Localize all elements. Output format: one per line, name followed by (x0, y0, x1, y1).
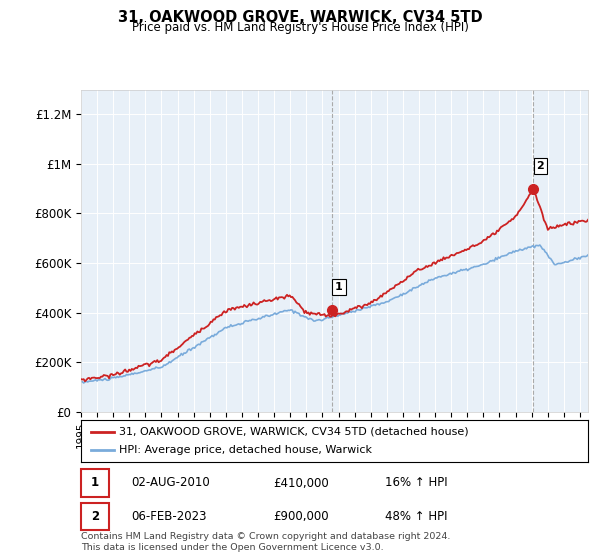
Text: 16% ↑ HPI: 16% ↑ HPI (385, 477, 448, 489)
Text: HPI: Average price, detached house, Warwick: HPI: Average price, detached house, Warw… (119, 445, 372, 455)
Text: Price paid vs. HM Land Registry's House Price Index (HPI): Price paid vs. HM Land Registry's House … (131, 21, 469, 34)
Text: 31, OAKWOOD GROVE, WARWICK, CV34 5TD: 31, OAKWOOD GROVE, WARWICK, CV34 5TD (118, 10, 482, 25)
Text: 02-AUG-2010: 02-AUG-2010 (132, 477, 211, 489)
FancyBboxPatch shape (81, 503, 109, 530)
Text: 1: 1 (335, 282, 343, 292)
Text: 06-FEB-2023: 06-FEB-2023 (132, 510, 207, 523)
FancyBboxPatch shape (81, 469, 109, 497)
Text: 2: 2 (91, 510, 99, 523)
Text: 31, OAKWOOD GROVE, WARWICK, CV34 5TD (detached house): 31, OAKWOOD GROVE, WARWICK, CV34 5TD (de… (119, 427, 469, 437)
Text: £900,000: £900,000 (274, 510, 329, 523)
Text: 1: 1 (91, 477, 99, 489)
Text: 48% ↑ HPI: 48% ↑ HPI (385, 510, 448, 523)
Text: 2: 2 (536, 161, 544, 171)
Text: £410,000: £410,000 (274, 477, 329, 489)
Text: Contains HM Land Registry data © Crown copyright and database right 2024.
This d: Contains HM Land Registry data © Crown c… (81, 532, 451, 552)
